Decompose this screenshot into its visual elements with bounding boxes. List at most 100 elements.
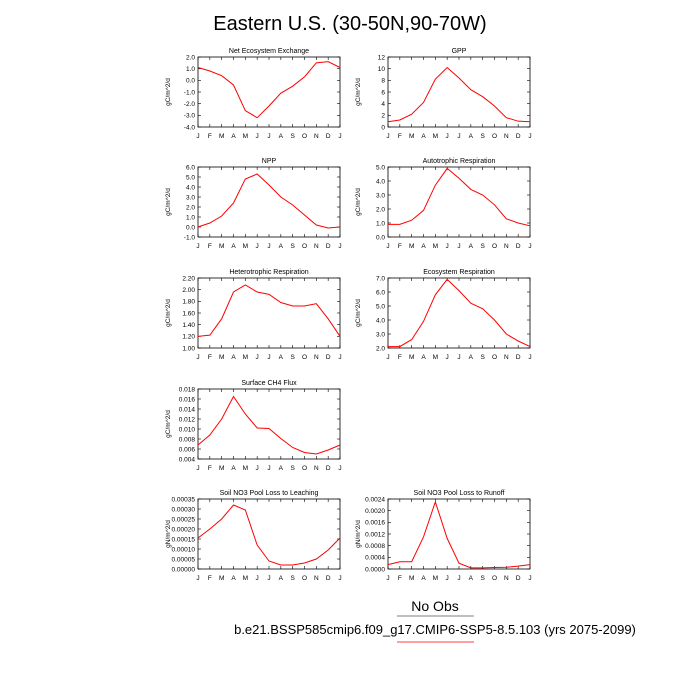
- panel-title: Net Ecosystem Exchange: [229, 48, 309, 55]
- x-tick-label: N: [504, 354, 509, 361]
- x-tick-label: J: [256, 354, 259, 361]
- x-tick-label: D: [516, 133, 521, 140]
- y-tick-label: 0.0008: [365, 543, 385, 550]
- x-tick-label: S: [480, 133, 485, 140]
- x-tick-label: F: [398, 354, 402, 361]
- series-line: [197, 173, 341, 229]
- y-tick-label: 1.00: [182, 345, 195, 352]
- x-tick-label: J: [196, 133, 199, 140]
- x-tick-label: F: [208, 243, 212, 250]
- y-tick-label: 6: [381, 89, 385, 96]
- x-tick-label: O: [492, 575, 497, 582]
- panel-5: Heterotrophic Respiration 2.20 2.00 1.80 1.6…: [165, 269, 342, 361]
- x-tick-label: M: [243, 243, 248, 250]
- x-tick-label: M: [409, 133, 414, 140]
- x-tick-label: S: [290, 575, 295, 582]
- series-line: [197, 284, 341, 337]
- panel-9: Soil NO3 Pool Loss to Runoff 0.0024 0.0020…: [355, 490, 532, 582]
- x-tick-label: A: [469, 133, 474, 140]
- y-tick-label: 4.0: [376, 317, 385, 324]
- y-tick-label: 2.20: [182, 275, 195, 282]
- x-tick-label: M: [433, 575, 438, 582]
- obs-label: No Obs: [411, 598, 458, 614]
- x-tick-label: J: [338, 133, 341, 140]
- x-tick-label: O: [492, 133, 497, 140]
- plot-frame: [387, 498, 531, 570]
- y-tick-label: 1.80: [182, 299, 195, 306]
- x-tick-label: J: [386, 133, 389, 140]
- series-line: [387, 66, 531, 123]
- x-tick-label: A: [279, 354, 284, 361]
- x-tick-label: F: [208, 465, 212, 472]
- x-tick-label: M: [243, 354, 248, 361]
- x-tick-label: J: [386, 243, 389, 250]
- x-tick-label: A: [231, 465, 236, 472]
- x-tick-label: A: [279, 465, 284, 472]
- x-tick-label: A: [231, 243, 236, 250]
- x-tick-label: A: [231, 133, 236, 140]
- panel-4: Autotrophic Respiration 5.0 4.0 3.0 2.0 1.0 0.…: [355, 158, 532, 250]
- series-line: [197, 61, 341, 119]
- y-axis-label: gC/m^2/d: [165, 299, 172, 327]
- y-tick-label: 3.0: [376, 192, 385, 199]
- y-tick-label: 0.00030: [172, 506, 196, 513]
- x-tick-label: J: [446, 133, 449, 140]
- y-tick-label: -1.0: [184, 89, 196, 96]
- x-tick-label: O: [302, 133, 307, 140]
- y-tick-label: 2.0: [186, 54, 195, 61]
- y-tick-label: 4: [381, 101, 385, 108]
- x-tick-label: J: [446, 575, 449, 582]
- x-tick-label: M: [433, 354, 438, 361]
- series-line: [388, 278, 531, 348]
- x-tick-label: A: [231, 354, 236, 361]
- case-label: b.e21.BSSP585cmip6.f09_g17.CMIP6-SSP5-8.…: [234, 622, 636, 637]
- panel-title: Surface CH4 Flux: [241, 380, 297, 387]
- y-axis-label: gN/m^2/d: [355, 520, 362, 548]
- y-tick-label: 0.004: [179, 456, 196, 463]
- x-tick-label: J: [256, 575, 259, 582]
- x-tick-label: N: [504, 243, 509, 250]
- x-tick-label: S: [480, 575, 485, 582]
- panel-1: Net Ecosystem Exchange 2.0 1.0 0.0 -1.0 -2.0 -…: [165, 48, 342, 140]
- y-tick-label: 4.0: [376, 178, 385, 185]
- x-tick-label: O: [302, 354, 307, 361]
- x-tick-label: J: [338, 354, 341, 361]
- y-tick-label: 0.00035: [172, 496, 196, 503]
- x-tick-label: J: [338, 465, 341, 472]
- plot-frame: [197, 56, 341, 128]
- panel-title: Autotrophic Respiration: [423, 158, 496, 165]
- y-axis-label: gC/m^2/d: [355, 299, 362, 327]
- x-tick-label: D: [326, 575, 331, 582]
- plot-frame: [387, 166, 531, 238]
- y-tick-label: -1.0: [184, 234, 196, 241]
- y-tick-label: 0.00005: [172, 556, 196, 563]
- x-tick-label: O: [302, 465, 307, 472]
- y-tick-label: 0.0: [186, 224, 195, 231]
- y-tick-label: 1.40: [182, 322, 195, 329]
- x-tick-label: F: [208, 354, 212, 361]
- x-tick-label: N: [314, 465, 319, 472]
- x-tick-label: D: [516, 575, 521, 582]
- x-tick-label: M: [409, 575, 414, 582]
- y-tick-label: 5.0: [376, 164, 385, 171]
- y-tick-label: 0.012: [179, 416, 196, 423]
- x-tick-label: J: [457, 575, 460, 582]
- y-tick-label: 0.016: [179, 396, 196, 403]
- x-tick-label: J: [196, 354, 199, 361]
- x-tick-label: J: [528, 243, 531, 250]
- x-tick-label: S: [290, 133, 295, 140]
- x-tick-label: S: [480, 243, 485, 250]
- panels: Net Ecosystem Exchange 2.0 1.0 0.0 -1.0 -2.0 -…: [165, 48, 532, 582]
- y-tick-label: 2.0: [186, 204, 195, 211]
- x-tick-label: F: [398, 243, 402, 250]
- x-tick-label: J: [457, 243, 460, 250]
- x-tick-label: O: [302, 575, 307, 582]
- y-tick-label: 0.010: [179, 426, 196, 433]
- x-tick-label: J: [386, 354, 389, 361]
- x-tick-label: A: [279, 243, 284, 250]
- x-tick-label: M: [409, 354, 414, 361]
- series-line: [197, 504, 341, 566]
- x-tick-label: J: [267, 465, 270, 472]
- y-axis-label: gC/m^2/d: [165, 188, 172, 216]
